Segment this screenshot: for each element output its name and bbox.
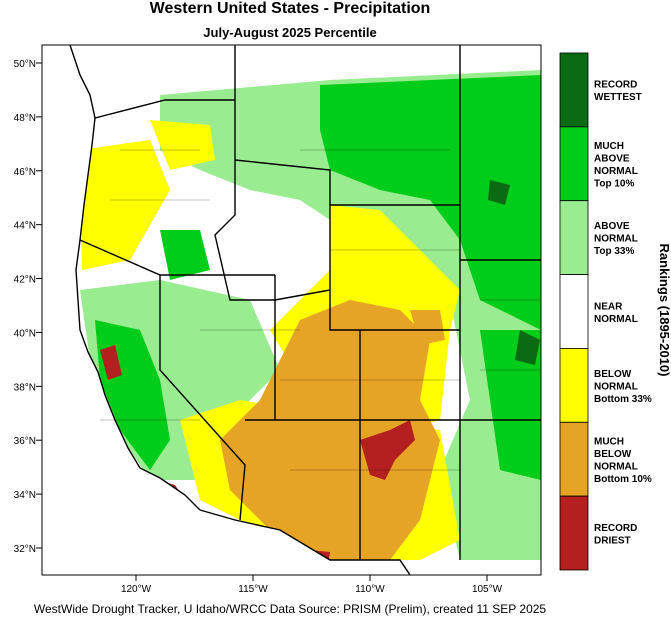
- legend-label: BELOW: [594, 369, 632, 380]
- lon-label: 120°W: [121, 584, 152, 595]
- lat-label: 40°N: [14, 328, 36, 339]
- legend-label: ABOVE: [594, 221, 630, 232]
- legend-swatch: [559, 126, 589, 202]
- subtitle: July-August 2025 Percentile: [203, 25, 376, 40]
- lat-label: 32°N: [14, 544, 36, 555]
- lon-axis: 120°W 115°W 110°W 105°W: [121, 575, 503, 595]
- legend-label: Top 33%: [594, 246, 634, 257]
- lat-label: 44°N: [14, 221, 36, 232]
- lat-label: 48°N: [14, 113, 36, 124]
- legend-label: Bottom 33%: [594, 394, 652, 405]
- legend-label: BELOW: [594, 449, 632, 460]
- legend-label: NORMAL: [594, 234, 638, 245]
- precip-field: [70, 45, 541, 575]
- legend-label: Top 10%: [594, 179, 634, 190]
- legend-label: NORMAL: [594, 166, 638, 177]
- lat-label: 38°N: [14, 382, 36, 393]
- lon-label: 105°W: [472, 584, 503, 595]
- legend-label: ABOVE: [594, 154, 630, 165]
- legend-label: MUCH: [594, 141, 624, 152]
- legend-title: Rankings (1895-2010): [657, 244, 671, 377]
- lat-label: 34°N: [14, 490, 36, 501]
- lon-label: 115°W: [238, 584, 268, 595]
- legend-swatch: [559, 274, 589, 349]
- legend-swatch: [559, 421, 589, 497]
- legend-swatch: [559, 495, 589, 571]
- legend-label: Bottom 10%: [594, 474, 652, 485]
- legend-label: DRIEST: [594, 535, 631, 546]
- lat-label: 46°N: [14, 167, 36, 178]
- legend-label: NORMAL: [594, 314, 638, 325]
- legend-label: MUCH: [594, 436, 624, 447]
- lat-label: 42°N: [14, 275, 36, 286]
- legend-swatch: [559, 52, 589, 128]
- lon-label: 110°W: [355, 584, 385, 595]
- legend-label: NORMAL: [594, 461, 638, 472]
- legend-label: NEAR: [594, 301, 623, 312]
- footer: WestWide Drought Tracker, U Idaho/WRCC D…: [34, 602, 547, 616]
- legend-swatch: [559, 348, 589, 423]
- legend-label: NORMAL: [594, 381, 638, 392]
- legend-swatch: [559, 200, 589, 275]
- legend-label: WETTEST: [594, 92, 642, 103]
- legend-label: RECORD: [594, 80, 637, 91]
- lat-label: 36°N: [14, 436, 36, 447]
- legend-label: RECORD: [594, 523, 637, 534]
- lat-axis: 50°N 48°N 46°N 44°N 42°N 40°N 38°N 36°N 34°N 32°N: [14, 59, 42, 555]
- map-frame: [41, 44, 542, 576]
- map: [42, 45, 541, 575]
- lat-label: 50°N: [14, 59, 36, 70]
- title: Western United States - Precipitation: [150, 0, 431, 17]
